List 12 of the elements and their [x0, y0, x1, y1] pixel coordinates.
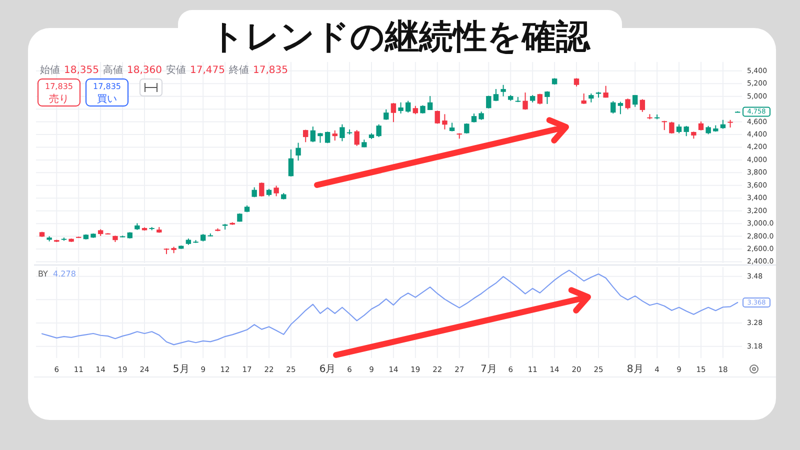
x-tick-label: 7月: [480, 364, 497, 375]
annotation: 4.278: [53, 270, 76, 278]
x-tick-label: 6月: [319, 364, 336, 375]
legend: BY: [38, 270, 48, 278]
annotation: 17,835 買い: [93, 82, 121, 105]
chart-title: トレンドの継続性を確認: [210, 17, 591, 57]
x-tick-label: 8月: [626, 364, 644, 375]
annotation: 始値 18,355 高値 18,360 安値 17,475 終値 17,835: [40, 64, 288, 76]
x-tick-label: 5月: [172, 364, 190, 375]
button: 17,835 買い: [86, 78, 128, 106]
button: 17,835 売り: [38, 78, 80, 106]
annotation: 17,835 売り: [45, 82, 73, 105]
